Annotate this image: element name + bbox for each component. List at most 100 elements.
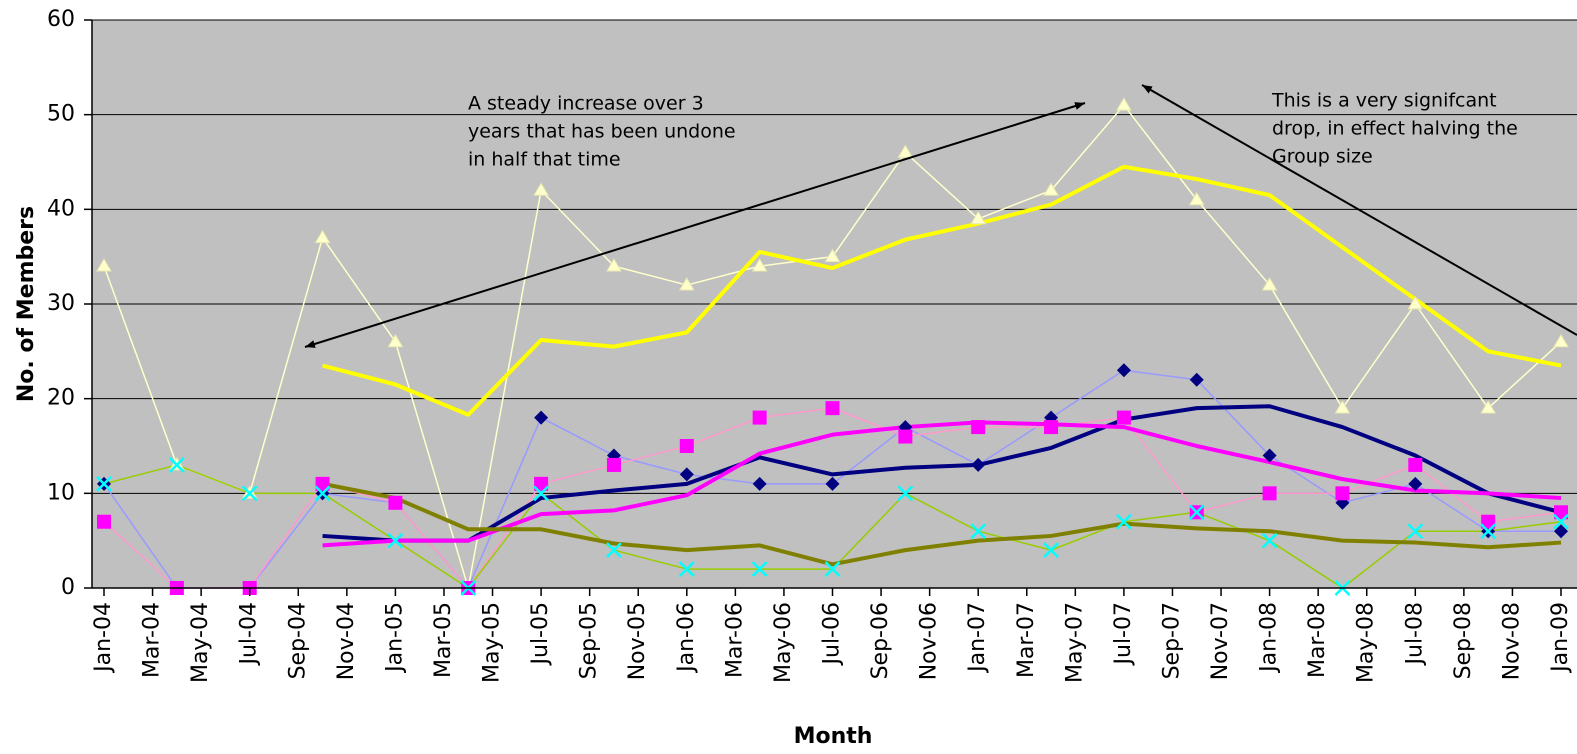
annotation-line: This is a very signifcant: [1271, 90, 1497, 112]
marker: [752, 410, 767, 425]
x-tick-label: May-07: [1062, 602, 1087, 683]
marker: [534, 410, 549, 425]
marker: [971, 420, 986, 435]
marker: [1188, 504, 1205, 521]
x-tick-label: Jul-06: [820, 602, 845, 666]
marker: [897, 485, 914, 502]
marker: [1116, 410, 1131, 425]
marker: [1044, 420, 1059, 435]
marker: [1553, 513, 1569, 530]
marker: [1480, 400, 1497, 414]
marker: [1262, 486, 1277, 501]
marker: [752, 476, 767, 491]
marker: [533, 485, 549, 502]
marker: [606, 457, 621, 472]
x-tick-label: Mar-06: [722, 602, 747, 678]
x-tick-label: Jan-04: [91, 602, 116, 674]
y-axis-title: No. of Members: [14, 206, 39, 402]
marker: [824, 561, 841, 577]
marker: [825, 476, 840, 491]
marker: [314, 485, 331, 502]
annotation: A steady increase over 3 years that has …: [468, 93, 736, 171]
y-tick-label: 50: [47, 102, 75, 127]
marker: [971, 457, 986, 472]
annotation: This is a very signifcant drop, in effec…: [1271, 90, 1518, 168]
series-line: [322, 404, 1562, 543]
marker: [751, 561, 768, 577]
x-tick-label: Jul-05: [528, 602, 553, 666]
marker: [315, 476, 330, 491]
y-tick-label: 40: [47, 196, 75, 221]
x-axis-title: Month: [794, 724, 873, 749]
x-tick-label: Nov-07: [1208, 602, 1233, 680]
y-tick-label: 20: [47, 386, 75, 411]
annotation-line: drop, in effect halving the: [1272, 118, 1518, 140]
annotation-line: A steady increase over 3: [468, 93, 704, 115]
marker: [1189, 372, 1204, 387]
marker: [1261, 277, 1278, 291]
marker: [1480, 523, 1497, 540]
annotation-arrow: [304, 102, 1086, 348]
series-line: [322, 481, 1562, 567]
x-tick-label: Jan-05: [382, 602, 407, 674]
x-tick-label: May-06: [771, 602, 796, 683]
marker: [1554, 524, 1568, 539]
marker: [168, 457, 185, 473]
y-tick-label: 60: [47, 7, 75, 32]
x-tick-label: Nov-05: [625, 602, 650, 680]
marker: [1188, 191, 1205, 206]
marker: [1408, 476, 1423, 491]
marker: [1116, 363, 1131, 378]
x-tick-label: Nov-04: [334, 602, 359, 680]
marker: [96, 258, 112, 272]
x-tick-label: Jan-06: [674, 602, 699, 674]
marker: [1043, 542, 1059, 559]
x-tick-label: Mar-05: [431, 602, 456, 678]
marker: [970, 523, 987, 540]
x-tick-label: Sep-04: [285, 602, 310, 679]
marker: [534, 476, 549, 491]
x-tick-label: Sep-06: [868, 602, 893, 679]
y-tick-label: 10: [47, 480, 75, 505]
annotation-arrow: [1141, 84, 1577, 336]
marker: [96, 475, 112, 492]
marker: [1407, 296, 1424, 310]
x-tick-label: Jan-08: [1257, 602, 1282, 674]
annotation-line: years that has been undone: [468, 121, 736, 143]
x-tick-label: Sep-08: [1451, 602, 1476, 679]
marker: [1481, 514, 1496, 529]
marker: [1553, 333, 1569, 348]
x-tick-label: Mar-04: [140, 602, 165, 678]
x-tick-label: Nov-06: [917, 602, 942, 680]
annotation-line: Group size: [1272, 146, 1373, 168]
marker: [679, 439, 694, 453]
x-tick-label: Nov-08: [1499, 602, 1524, 680]
marker: [1261, 532, 1278, 549]
marker: [606, 542, 622, 559]
marker: [1407, 523, 1424, 540]
x-tick-label: Jul-07: [1111, 602, 1136, 666]
x-tick-label: Jan-09: [1548, 602, 1573, 674]
marker: [97, 514, 111, 529]
x-tick-label: Jan-07: [965, 602, 990, 674]
marker: [1116, 97, 1132, 111]
series-line: [322, 420, 1562, 548]
x-tick-label: Jul-08: [1402, 602, 1427, 666]
marker: [678, 561, 695, 577]
annotation-line: in half that time: [468, 149, 621, 171]
x-tick-label: Mar-07: [1014, 602, 1039, 678]
marker: [387, 532, 404, 549]
y-tick-label: 30: [47, 291, 75, 316]
y-tick-label: 0: [61, 575, 75, 600]
x-tick-label: Sep-07: [1159, 602, 1184, 679]
axes: 0 10 20 30 40 50 60 Jan-04 Mar-04 May-04 Jul-04 Sep…: [47, 7, 1573, 683]
marker: [388, 495, 403, 510]
marker: [1554, 505, 1568, 520]
x-tick-label: May-08: [1354, 602, 1379, 683]
marker: [1335, 486, 1350, 501]
marker: [679, 467, 694, 482]
marker: [825, 401, 840, 416]
marker: [1262, 448, 1277, 463]
